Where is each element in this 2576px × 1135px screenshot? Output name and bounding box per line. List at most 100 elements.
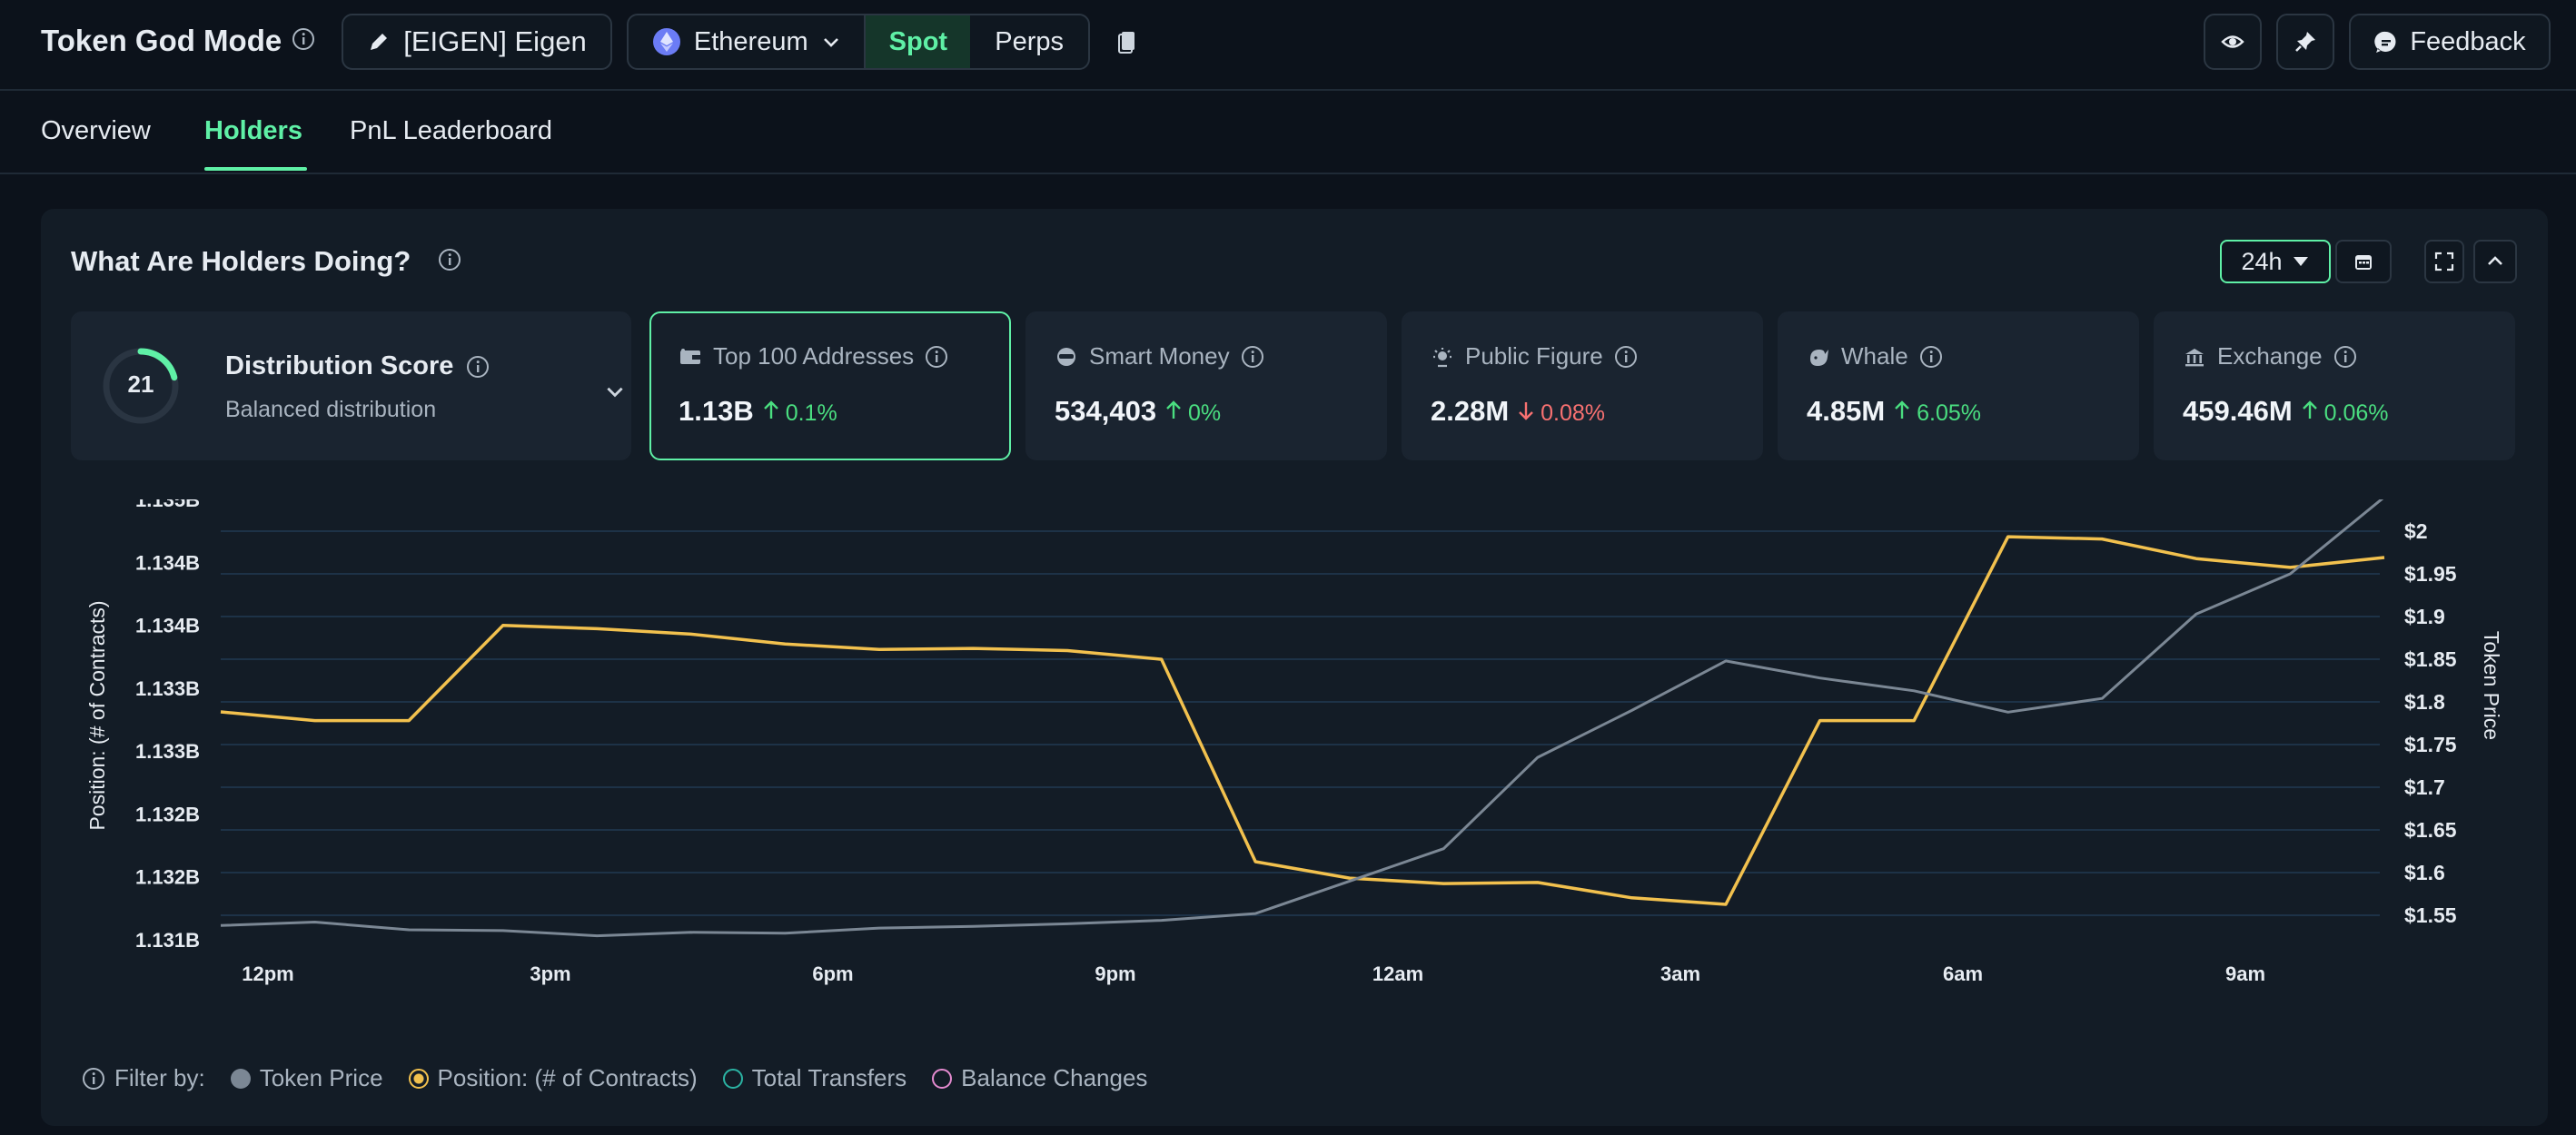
chain-market-group: Ethereum Spot Perps (627, 14, 1090, 70)
smart-money-icon (1055, 346, 1078, 368)
y-left-tick-label: 1.133B (135, 677, 200, 700)
card-value: 4.85M (1807, 395, 1886, 427)
card-exchange[interactable]: Exchange 459.46M 0.06% (2154, 311, 2515, 460)
y-axis-left-title: Position: (# of Contracts) (85, 600, 109, 830)
distribution-score-card[interactable]: 21 Distribution Score Balanced distribut… (71, 311, 631, 460)
eye-icon (2220, 29, 2245, 54)
bank-icon (2183, 346, 2206, 368)
chat-icon (2373, 29, 2399, 54)
y-right-tick-label: $1.9 (2404, 605, 2445, 628)
arrow-up-icon (1894, 400, 1910, 426)
legend-swatch (932, 1068, 953, 1089)
card-value-row: 2.28M 0.08% (1431, 395, 1605, 428)
perps-toggle[interactable]: Perps (995, 26, 1064, 56)
score-ring (103, 348, 179, 424)
distribution-score-subtitle: Balanced distribution (225, 397, 437, 422)
pin-icon (2293, 29, 2318, 54)
wallet-icon (679, 347, 702, 367)
pencil-icon (367, 30, 391, 54)
tab-holders[interactable]: Holders (204, 116, 302, 145)
y-right-tick-label: $1.85 (2404, 647, 2457, 671)
spot-toggle[interactable]: Spot (866, 15, 971, 68)
info-icon[interactable] (1241, 345, 1264, 369)
position-line (220, 535, 2385, 906)
filter-position[interactable]: Position: (# of Contracts) (408, 1064, 698, 1092)
x-tick-label: 6am (1943, 962, 1983, 985)
filter-total-transfers[interactable]: Total Transfers (722, 1064, 907, 1092)
feedback-button[interactable]: Feedback (2349, 14, 2551, 70)
arrow-up-icon (1165, 400, 1182, 426)
legend-swatch (230, 1068, 251, 1089)
card-public-figure[interactable]: Public Figure 2.28M 0.08% (1402, 311, 1763, 460)
y-right-tick-label: $1.55 (2404, 903, 2457, 927)
feedback-label: Feedback (2410, 26, 2526, 56)
chain-select[interactable]: Ethereum (629, 15, 867, 68)
change-value: 0% (1188, 400, 1222, 426)
card-whale[interactable]: Whale 4.85M 6.05% (1778, 311, 2139, 460)
legend-label: Position: (# of Contracts) (437, 1064, 698, 1091)
pin-button[interactable] (2276, 14, 2334, 70)
filter-token-price[interactable]: Token Price (230, 1064, 383, 1092)
card-top-100-addresses[interactable]: Top 100 Addresses 1.13B 0.1% (649, 311, 1011, 460)
calendar-button[interactable] (2335, 240, 2392, 283)
x-tick-label: 9pm (1095, 962, 1135, 985)
arrow-up-icon (2302, 400, 2318, 426)
info-icon[interactable] (438, 248, 461, 271)
legend-swatch (408, 1068, 429, 1089)
time-range-select[interactable]: 24h (2220, 240, 2331, 283)
token-selector-button[interactable]: [EIGEN] Eigen (342, 14, 612, 70)
card-label-row: Exchange (2183, 342, 2357, 370)
y-axis-right-title: Token Price (2480, 631, 2503, 740)
x-tick-label: 12pm (242, 962, 293, 985)
card-value: 2.28M (1431, 395, 1510, 427)
info-icon[interactable] (292, 27, 315, 51)
change-badge: 6.05% (1894, 400, 1981, 427)
y-right-tick-label: $1.75 (2404, 733, 2457, 756)
chain-label: Ethereum (693, 26, 808, 56)
info-icon[interactable] (1919, 345, 1943, 369)
info-icon[interactable] (925, 345, 948, 369)
card-label: Whale (1841, 342, 1908, 370)
info-icon[interactable] (466, 355, 490, 379)
fullscreen-button[interactable] (2424, 240, 2464, 283)
holders-chart: 1.135B 1.134B 1.134B 1.133B 1.133B 1.132B 1.13… (85, 499, 2503, 985)
x-axis: 12pm 3pm 6pm 9pm 12am 3am 6am 9am (242, 962, 2265, 985)
legend-label: Balance Changes (961, 1064, 1148, 1091)
x-tick-label: 12am (1372, 962, 1423, 985)
info-icon[interactable] (82, 1067, 105, 1091)
filter-balance-changes[interactable]: Balance Changes (932, 1064, 1147, 1092)
chart-series (220, 499, 2385, 938)
filter-legend: Filter by: Token Price Position: (# of C… (82, 1064, 1147, 1092)
card-label: Public Figure (1465, 342, 1603, 370)
card-smart-money[interactable]: Smart Money 534,403 0% (1025, 311, 1387, 460)
y-axis-left: 1.135B 1.134B 1.134B 1.133B 1.133B 1.132B 1.13… (135, 499, 200, 952)
card-label-row: Top 100 Addresses (679, 342, 948, 370)
y-right-tick-label: $1.65 (2404, 818, 2457, 842)
caret-down-icon (2292, 255, 2310, 268)
chevron-down-icon[interactable] (604, 380, 626, 402)
card-label-row: Smart Money (1055, 342, 1264, 370)
legend-label: Token Price (259, 1064, 383, 1091)
info-icon[interactable] (2333, 345, 2357, 369)
time-range-label: 24h (2241, 247, 2283, 275)
change-value: 6.05% (1917, 400, 1982, 426)
y-right-tick-label: $1.95 (2404, 562, 2457, 586)
watch-button[interactable] (2204, 14, 2262, 70)
panel-title: What Are Holders Doing? (71, 245, 411, 277)
card-label: Top 100 Addresses (713, 342, 915, 370)
token-price-line (220, 499, 2384, 938)
collapse-button[interactable] (2473, 240, 2517, 283)
card-value: 1.13B (679, 395, 754, 427)
filter-label: Filter by: (114, 1064, 205, 1091)
change-badge: 0.08% (1518, 400, 1605, 427)
active-tab-indicator (204, 167, 307, 171)
chevron-down-icon (821, 32, 841, 52)
tab-overview[interactable]: Overview (41, 116, 151, 145)
y-left-tick-label: 1.133B (135, 740, 200, 763)
info-icon[interactable] (1614, 345, 1638, 369)
ethereum-icon (652, 27, 681, 56)
y-left-tick-label: 1.134B (135, 615, 200, 637)
tab-pnl-leaderboard[interactable]: PnL Leaderboard (350, 116, 553, 145)
token-label: [EIGEN] Eigen (403, 25, 587, 57)
copy-icon[interactable] (1114, 27, 1141, 56)
